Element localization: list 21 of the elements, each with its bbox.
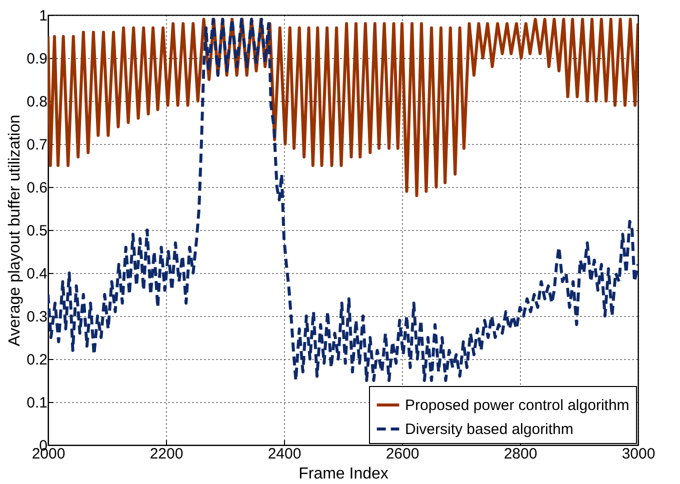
y-tick-label: 0.9	[26, 50, 48, 68]
x-axis-title: Frame Index	[298, 466, 388, 482]
y-tick-label: 0.8	[26, 94, 48, 110]
line-series	[48, 18, 638, 198]
line-series	[48, 18, 638, 382]
legend-label: Proposed power control algorithm	[405, 397, 630, 414]
x-tick-label: 2800	[504, 446, 538, 462]
y-tick-label: 0.3	[26, 308, 48, 326]
y-tick-label: 0.4	[26, 266, 48, 282]
y-tick-label: 0.2	[26, 352, 48, 368]
y-tick-label: 0.1	[26, 394, 48, 412]
x-tick-label: 2400	[268, 446, 302, 462]
y-tick-label: 0.7	[26, 136, 48, 154]
x-tick-label: 2200	[150, 446, 184, 462]
x-tick-label: 3000	[622, 446, 656, 462]
legend-label: Diversity based algorithm	[405, 421, 574, 438]
y-tick-label: 0.5	[26, 222, 48, 240]
y-axis-title: Average playout buffer utilization	[6, 114, 24, 346]
x-tick-label: 2600	[386, 446, 420, 462]
y-tick-label: 0.6	[26, 180, 48, 196]
y-tick-label: 1	[39, 8, 48, 24]
